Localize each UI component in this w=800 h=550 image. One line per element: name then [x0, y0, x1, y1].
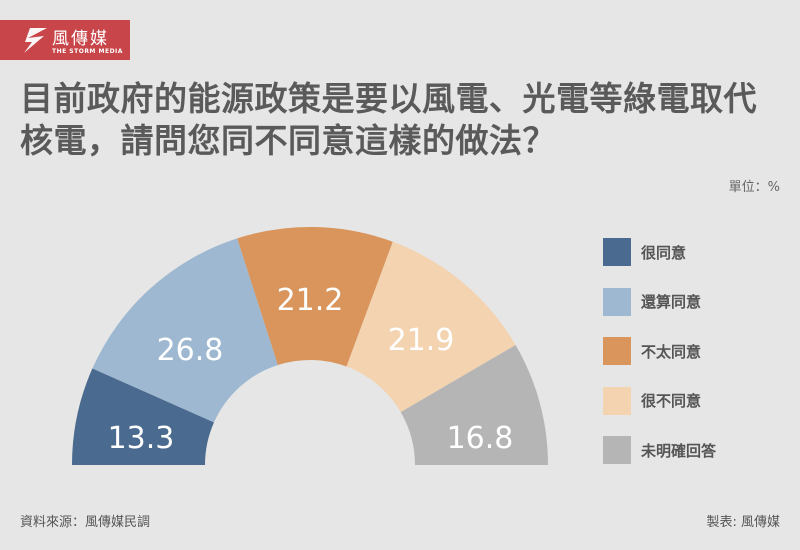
legend-label: 還算同意 [641, 293, 702, 311]
legend-label: 不太同意 [641, 342, 702, 361]
maker-note: 製表: 風傳媒 [706, 515, 780, 530]
legend-label: 很不同意 [641, 392, 702, 410]
chart-title: 目前政府的能源政策是要以風電、光電等綠電取代 核電，請問您同不同意這樣的做法？ [20, 78, 790, 162]
value-label: 21.9 [388, 323, 455, 358]
legend: 很同意 還算同意 不太同意 很不同意 未明確回答 [603, 238, 716, 486]
storm-bolt-icon [24, 28, 47, 53]
segment-no-answer [400, 345, 549, 465]
title-line-2: 核電，請問您同不同意這樣的做法？ [20, 121, 556, 160]
segment-very-disagree [346, 241, 516, 413]
segment-very-agree [71, 368, 214, 465]
legend-swatch [603, 436, 631, 464]
title-line-1: 目前政府的能源政策是要以風電、光電等綠電取代 [20, 79, 757, 118]
legend-swatch [603, 238, 631, 266]
legend-item: 還算同意 [603, 287, 716, 316]
brand-name: 風傳媒 [52, 29, 109, 49]
legend-swatch [603, 337, 631, 365]
value-label: 26.8 [157, 333, 224, 368]
legend-label: 未明確回答 [641, 441, 717, 460]
legend-swatch [603, 386, 631, 415]
legend-swatch [603, 287, 631, 316]
legend-label: 很同意 [641, 243, 687, 262]
legend-item: 未明確回答 [603, 436, 716, 464]
source-note: 資料來源：風傳媒民調 [20, 515, 151, 530]
segment-somewhat-disagree [237, 226, 393, 367]
value-label: 21.2 [277, 283, 344, 318]
segment-somewhat-agree [92, 238, 278, 423]
legend-item: 很不同意 [603, 386, 716, 415]
brand-logo: 風傳媒 THE STORM MEDIA [0, 20, 130, 60]
legend-item: 很同意 [603, 238, 716, 266]
value-label: 16.8 [447, 421, 514, 456]
legend-item: 不太同意 [603, 337, 716, 365]
brand-subtitle: THE STORM MEDIA [52, 48, 123, 55]
unit-label: 單位：% [728, 180, 780, 195]
value-label: 13.3 [108, 421, 175, 456]
